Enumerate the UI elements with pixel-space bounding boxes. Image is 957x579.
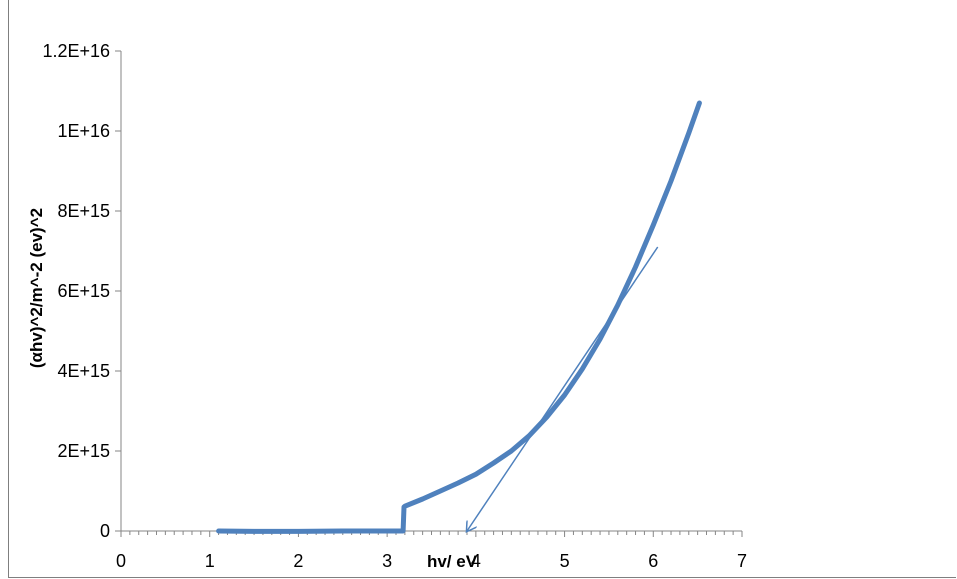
y-tick-label: 2E+15: [57, 441, 110, 461]
x-tick-label: 6: [648, 551, 658, 571]
annotations: [467, 246, 659, 531]
x-tick-label: 7: [737, 551, 747, 571]
axes: [120, 51, 742, 532]
x-tick-label: 3: [382, 551, 392, 571]
x-tick-label: 4: [471, 551, 481, 571]
tangent-arrow: [467, 246, 659, 531]
x-tick-label: 1: [205, 551, 215, 571]
y-tick-label: 6E+15: [57, 281, 110, 301]
series: [216, 100, 702, 534]
chart-frame: [8, 0, 956, 578]
y-tick-label: 4E+15: [57, 361, 110, 381]
x-tick-label: 0: [116, 551, 126, 571]
tick-labels: 0 2E+15 4E+15 6E+15 8E+15 1E+16 1.2E+16 0 1 2 3 4 5 6…: [42, 41, 747, 571]
ticks: [115, 50, 743, 537]
x-axis-title: hv/ eV: [427, 552, 478, 571]
x-tick-label: 2: [293, 551, 303, 571]
x-tick-label: 5: [560, 551, 570, 571]
y-tick-label: 1.2E+16: [42, 41, 110, 61]
y-tick-label: 0: [100, 521, 110, 541]
y-axis-title: (αhv)^2/m^-2 (ev)^2: [27, 208, 46, 368]
series-line: [216, 100, 702, 534]
y-tick-label: 1E+16: [57, 121, 110, 141]
y-tick-label: 8E+15: [57, 201, 110, 221]
